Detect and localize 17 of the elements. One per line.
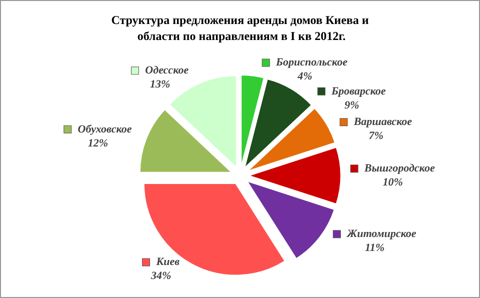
data-label: 4%: [296, 70, 312, 83]
legend-label: Бориспольское: [275, 56, 348, 69]
data-label: 7%: [368, 130, 384, 142]
data-label: 10%: [382, 176, 403, 189]
legend-label: Одесское: [145, 64, 189, 77]
data-label: 12%: [88, 137, 108, 150]
chart-title: Структура предложения аренды домов Киева и области по направлениям в I кв 2012г.: [111, 13, 369, 43]
data-label: 9%: [344, 99, 360, 112]
legend-label: Варшавское: [352, 116, 412, 128]
data-label: 11%: [365, 242, 385, 254]
data-label: 34%: [150, 270, 172, 282]
legend-label: Броварское: [330, 85, 386, 98]
legend-label: Киев: [155, 256, 180, 268]
legend-label: Житомирское: [346, 228, 416, 240]
legend-label: Обуховское: [78, 123, 132, 136]
legend-label: Вышгородское: [363, 162, 435, 175]
data-label: 13%: [150, 78, 170, 91]
